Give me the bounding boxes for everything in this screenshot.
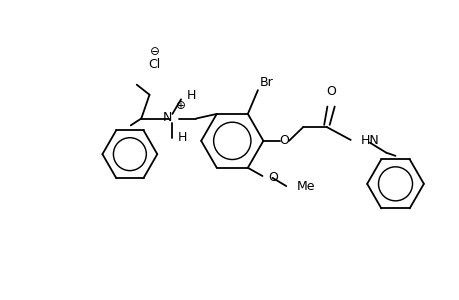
Text: ⊖: ⊖: [149, 45, 159, 58]
Text: N: N: [162, 111, 172, 124]
Text: O: O: [279, 134, 289, 147]
Text: O: O: [268, 171, 278, 184]
Text: H: H: [178, 131, 187, 144]
Text: ⊕: ⊕: [175, 99, 185, 112]
Text: Br: Br: [259, 76, 273, 89]
Text: Me: Me: [296, 180, 314, 193]
Text: Cl: Cl: [148, 58, 160, 70]
Text: H: H: [186, 89, 196, 102]
Text: HN: HN: [360, 134, 379, 147]
Text: O: O: [326, 85, 336, 98]
